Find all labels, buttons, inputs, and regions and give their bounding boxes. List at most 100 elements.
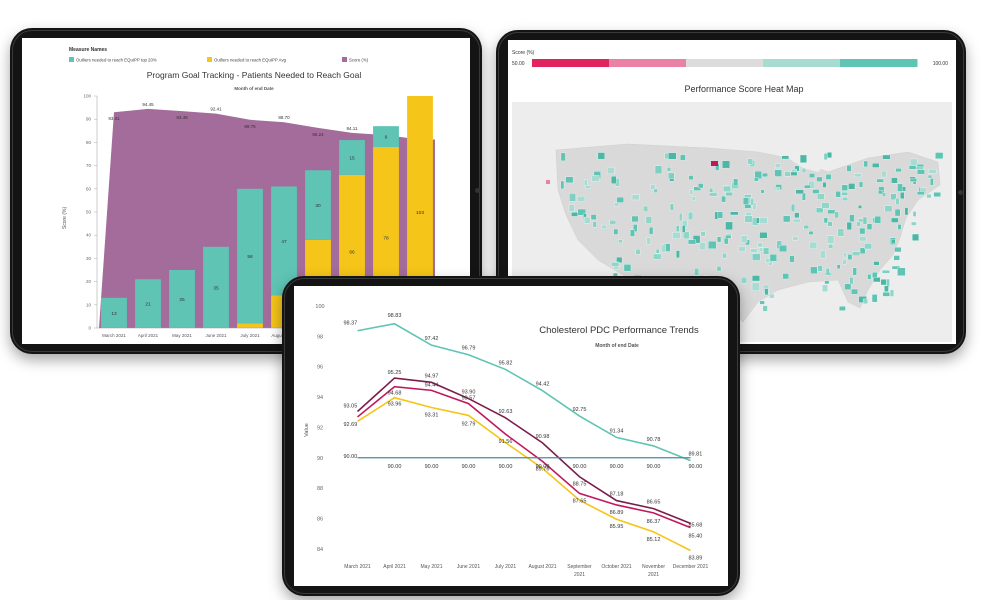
county-cell <box>678 213 683 221</box>
county-cell <box>915 166 924 170</box>
tablet-right-camera <box>958 190 963 195</box>
county-cell <box>611 262 620 267</box>
data-label: 93.96 <box>388 402 402 408</box>
county-cell <box>776 187 781 191</box>
county-cell <box>688 175 694 180</box>
x-tick-label: May 2021 <box>421 564 443 570</box>
line-chart-y-axis: 84 86 88 90 92 94 96 98 100 <box>315 304 324 553</box>
county-cell <box>759 300 765 305</box>
county-cell <box>792 236 799 241</box>
county-cell <box>817 193 825 200</box>
bar-top20-label: 9 <box>385 135 388 141</box>
county-cell <box>889 289 894 297</box>
county-cell <box>683 231 690 240</box>
county-cell <box>607 167 615 174</box>
legend-color-segment <box>532 59 610 67</box>
bar-top20-label: 58 <box>247 254 253 260</box>
county-cell <box>633 224 638 232</box>
legend-swatch-1 <box>69 57 74 62</box>
x-tick-label: June 2021 <box>457 564 481 570</box>
county-cell <box>714 211 718 220</box>
county-cell <box>590 214 597 220</box>
data-label: 92.79 <box>462 421 476 427</box>
county-cell <box>752 202 757 210</box>
county-cell <box>764 288 769 296</box>
x-tick-label: March 2021 <box>102 333 126 338</box>
county-cell <box>891 265 901 270</box>
county-cell <box>866 223 873 230</box>
county-cell <box>781 155 790 160</box>
bar-top20 <box>135 279 161 328</box>
county-cell <box>873 261 880 266</box>
county-cell <box>891 177 898 184</box>
county-cell <box>649 226 654 235</box>
data-label: 94.68 <box>388 391 402 397</box>
county-cell <box>672 232 681 239</box>
county-cell <box>834 211 839 219</box>
data-label: 85.68 <box>689 522 703 528</box>
bar-top20-label: 21 <box>145 302 151 308</box>
heatmap-color-legend <box>532 59 918 67</box>
county-cell <box>565 176 574 184</box>
county-cell <box>878 190 883 195</box>
data-label: 93.05 <box>344 403 358 409</box>
county-cell <box>676 250 680 259</box>
county-cell <box>867 274 872 280</box>
legend-color-segment <box>840 59 918 67</box>
series-line-1 <box>357 322 691 462</box>
county-cell <box>862 298 868 304</box>
county-cell <box>812 189 820 194</box>
line-chart-ylabel: Value <box>304 423 310 437</box>
bar-avg <box>237 323 263 328</box>
score-label: 86.24 <box>312 132 324 137</box>
line-chart-series <box>356 322 691 552</box>
data-label: 83.89 <box>689 555 703 561</box>
bar-chart-title: Program Goal Tracking - Patients Needed … <box>147 70 362 80</box>
data-label: 85.12 <box>647 537 661 543</box>
county-cell <box>668 152 677 160</box>
line-chart-subtitle: Month of end Date <box>595 343 639 349</box>
x-tick-label: April 2021 <box>383 564 406 570</box>
county-cell <box>722 160 730 169</box>
county-cell <box>759 232 768 239</box>
county-cell <box>708 192 718 197</box>
data-label: 90.78 <box>647 437 661 443</box>
county-cell <box>750 198 754 206</box>
county-cell <box>757 242 763 248</box>
y-tick-label: 86 <box>317 516 323 522</box>
county-cell <box>754 170 762 179</box>
county-cell <box>804 184 811 189</box>
county-cell <box>846 222 852 231</box>
county-cell <box>783 215 791 223</box>
county-cell <box>698 242 706 251</box>
county-cell <box>849 214 855 222</box>
county-cell <box>652 253 662 260</box>
county-cell <box>776 240 782 249</box>
county-cell <box>900 192 905 200</box>
county-cell <box>716 266 722 272</box>
county-cell <box>616 196 624 203</box>
heatmap-title: Performance Score Heat Map <box>684 84 803 94</box>
county-cell <box>618 239 623 244</box>
county-cell <box>585 185 591 189</box>
y-tick-label: 94 <box>317 395 323 401</box>
data-label: 85.95 <box>610 524 624 530</box>
bar-top20-label: 25 <box>179 297 185 303</box>
county-cell <box>661 244 666 253</box>
y-tick-label: 84 <box>317 547 323 553</box>
county-cell <box>774 163 781 169</box>
county-cell <box>927 174 933 179</box>
score-label: 94.45 <box>142 102 154 107</box>
county-cell <box>823 217 828 224</box>
county-cell <box>762 172 768 177</box>
county-cell <box>839 306 846 311</box>
county-cell <box>751 275 760 282</box>
county-cell <box>568 204 575 212</box>
county-cell <box>808 180 815 189</box>
county-cell <box>826 152 832 159</box>
county-cell <box>816 207 824 213</box>
county-cell <box>725 192 733 197</box>
county-cell <box>822 182 827 188</box>
data-label: 90.00 <box>499 464 513 470</box>
x-tick-label: November <box>642 564 665 570</box>
